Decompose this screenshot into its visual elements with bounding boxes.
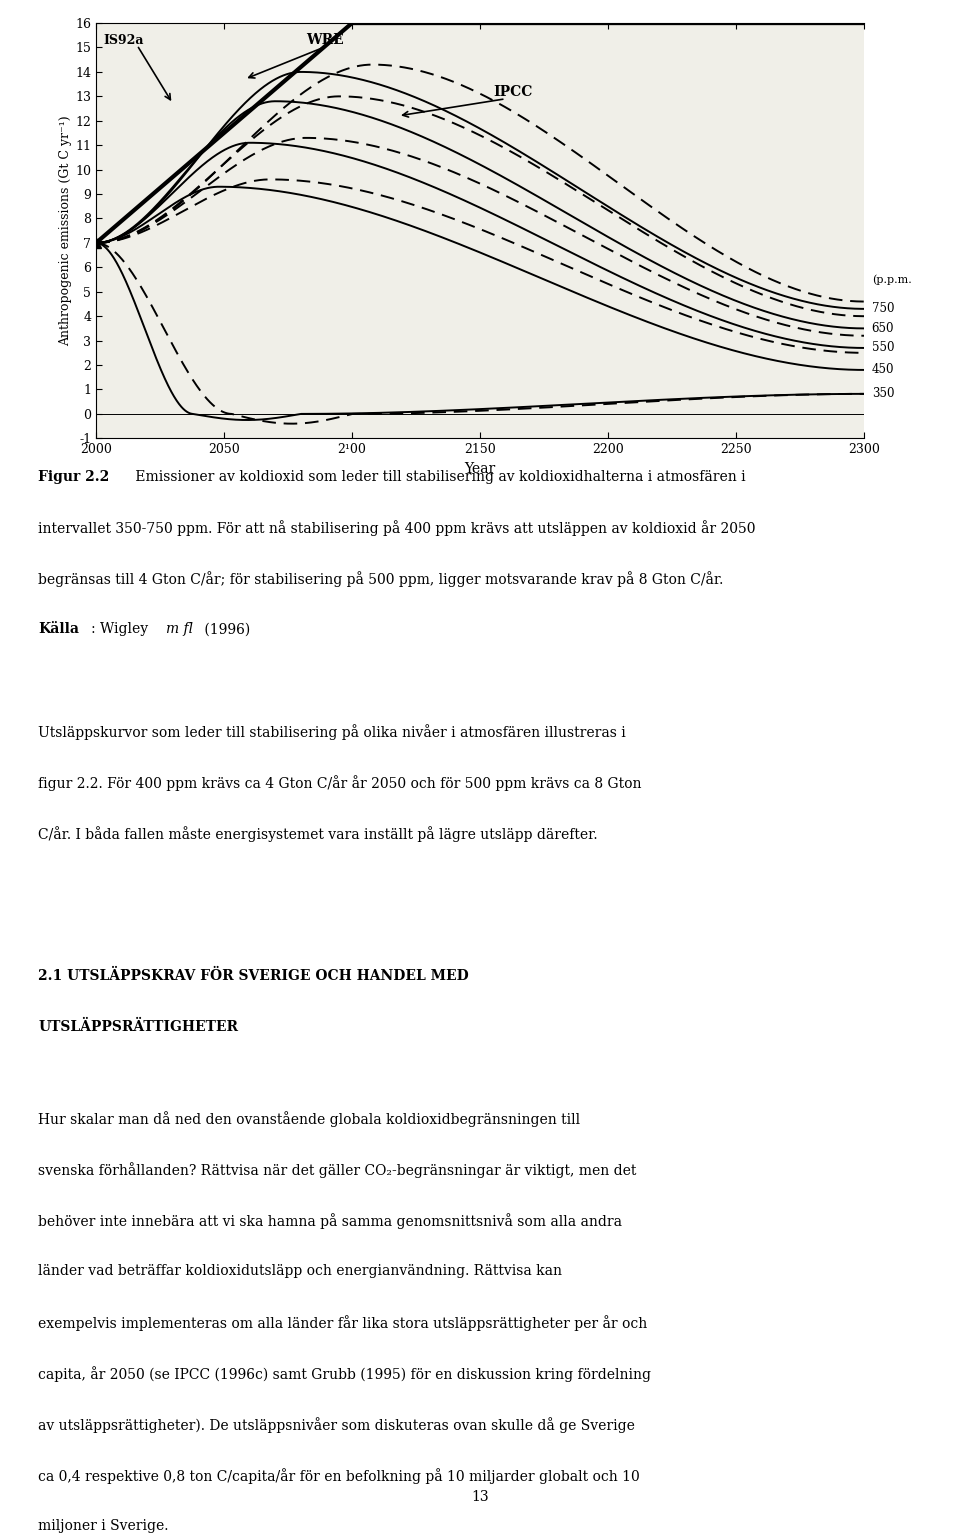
Text: capita, år 2050 (se IPCC (1996c) samt Grubb (1995) för en diskussion kring förde: capita, år 2050 (se IPCC (1996c) samt Gr…: [38, 1366, 652, 1383]
Text: (1996): (1996): [200, 623, 251, 637]
Text: länder vad beträffar koldioxidutsläpp och energianvändning. Rättvisa kan: länder vad beträffar koldioxidutsläpp oc…: [38, 1264, 563, 1278]
Text: m fl: m fl: [166, 623, 194, 637]
Text: begränsas till 4 Gton C/år; för stabilisering på 500 ppm, ligger motsvarande kra: begränsas till 4 Gton C/år; för stabilis…: [38, 572, 724, 588]
Text: Figur 2.2: Figur 2.2: [38, 469, 109, 483]
Text: behöver inte innebära att vi ska hamna på samma genomsnittsnivå som alla andra: behöver inte innebära att vi ska hamna p…: [38, 1213, 622, 1229]
Text: intervallet 350-750 ppm. För att nå stabilisering på 400 ppm krävs att utsläppen: intervallet 350-750 ppm. För att nå stab…: [38, 520, 756, 537]
Text: exempelvis implementeras om alla länder får lika stora utsläppsrättigheter per å: exempelvis implementeras om alla länder …: [38, 1315, 648, 1330]
Text: 450: 450: [872, 363, 894, 377]
Text: av utsläppsrättigheter). De utsläppsnivåer som diskuteras ovan skulle då ge Sver: av utsläppsrättigheter). De utsläppsnivå…: [38, 1416, 636, 1433]
Text: 13: 13: [471, 1490, 489, 1504]
Text: : Wigley: : Wigley: [90, 623, 152, 637]
Text: (p.p.m.: (p.p.m.: [872, 274, 911, 285]
Text: svenska förhållanden? Rättvisa när det gäller CO₂-begränsningar är viktigt, men : svenska förhållanden? Rättvisa när det g…: [38, 1163, 636, 1178]
Text: 2.1 UTSLÄPPSKRAV FÖR SVERIGE OCH HANDEL MED: 2.1 UTSLÄPPSKRAV FÖR SVERIGE OCH HANDEL …: [38, 969, 469, 983]
Text: 750: 750: [872, 303, 894, 315]
Text: Emissioner av koldioxid som leder till stabilisering av koldioxidhalterna i atmo: Emissioner av koldioxid som leder till s…: [132, 469, 746, 483]
Text: figur 2.2. För 400 ppm krävs ca 4 Gton C/år år 2050 och för 500 ppm krävs ca 8 G: figur 2.2. För 400 ppm krävs ca 4 Gton C…: [38, 775, 642, 791]
Y-axis label: Anthropogenic emissions (Gt C yr⁻¹): Anthropogenic emissions (Gt C yr⁻¹): [60, 115, 72, 346]
Text: 550: 550: [872, 341, 894, 354]
Text: Hur skalar man då ned den ovanstående globala koldioxidbegränsningen till: Hur skalar man då ned den ovanstående gl…: [38, 1112, 581, 1127]
Text: IPCC: IPCC: [492, 85, 532, 100]
Text: IS92a: IS92a: [104, 34, 144, 46]
X-axis label: Year: Year: [465, 461, 495, 475]
Text: Källa: Källa: [38, 623, 80, 637]
Text: ca 0,4 respektive 0,8 ton C/capita/år för en befolkning på 10 miljarder globalt : ca 0,4 respektive 0,8 ton C/capita/år fö…: [38, 1469, 640, 1484]
Text: WRE: WRE: [306, 32, 344, 46]
Text: UTSLÄPPSRÄTTIGHETER: UTSLÄPPSRÄTTIGHETER: [38, 1020, 238, 1034]
Text: 650: 650: [872, 321, 894, 335]
Text: C/år. I båda fallen måste energisystemet vara inställt på lägre utsläpp därefter: C/år. I båda fallen måste energisystemet…: [38, 826, 598, 843]
Text: miljoner i Sverige.: miljoner i Sverige.: [38, 1520, 169, 1533]
Text: 350: 350: [872, 388, 894, 400]
Text: Utsläppskurvor som leder till stabilisering på olika nivåer i atmosfären illustr: Utsläppskurvor som leder till stabiliser…: [38, 724, 626, 740]
